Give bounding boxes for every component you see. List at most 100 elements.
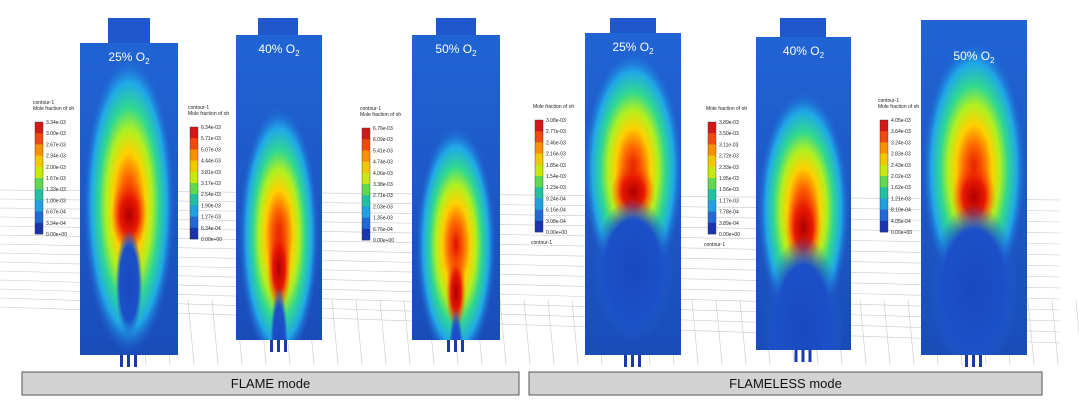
colorbar-segment (362, 128, 370, 140)
mesh-line (739, 299, 747, 366)
colorbar-segment (880, 209, 888, 222)
flame-hollow (115, 229, 143, 338)
colorbar-segment (880, 120, 888, 132)
colorbar-legend: Mole fraction of oh 3.08e-03 2.77e-03 2.46e… (531, 104, 574, 246)
flame-core (446, 254, 466, 330)
legend-footer: contour-1 (704, 242, 725, 248)
burner-top (436, 18, 476, 35)
colorbar-frame (534, 119, 544, 233)
colorbar-tick-label: 7.78e-04 (719, 210, 739, 216)
colorbar-segment (362, 195, 370, 207)
colorbar-tick-label: 1.85e-03 (546, 163, 566, 169)
mode-bar (21, 371, 520, 396)
colorbar-segment (535, 220, 543, 233)
injector (801, 350, 805, 362)
colorbar-tick-label: 9.24e-04 (546, 196, 566, 202)
legend-footer: contour-1 (531, 240, 552, 246)
panel-label: 50% O2 (953, 49, 995, 65)
colorbar-tick-label: 1.54e-03 (546, 174, 566, 180)
lower-zone (763, 236, 844, 350)
colorbar-tick-label: 1.56e-03 (719, 187, 739, 193)
colorbar-segment (35, 189, 43, 201)
colorbar-segment (708, 166, 716, 179)
panel-label: 50% O2 (435, 42, 477, 58)
injector (972, 355, 975, 367)
colorbar-segment (362, 217, 370, 230)
legend-header: contour-1 (360, 106, 381, 112)
mesh-line (355, 299, 363, 366)
colorbar-segment (190, 149, 198, 161)
flame (416, 125, 496, 340)
colorbar-tick-label: 3.00e-03 (46, 131, 66, 137)
flame-hollow (270, 285, 288, 340)
colorbar-segment (35, 133, 43, 145)
colorbar-tick-label: 3.24e-03 (891, 140, 911, 146)
colorbar-segment (190, 127, 198, 139)
flame-core (111, 179, 147, 251)
burner-top (258, 18, 298, 35)
colorbar-segment (535, 187, 543, 199)
colorbar-segment (535, 153, 543, 166)
colorbar-segment (362, 184, 370, 196)
mesh-line (1075, 299, 1079, 336)
colorbar-tick-label: 5.41e-03 (373, 148, 393, 154)
injector (284, 340, 287, 352)
legend-header: contour-1 (33, 100, 54, 106)
colorbar-segment (535, 164, 543, 177)
colorbar-tick-label: 2.03e-03 (373, 204, 393, 210)
mesh-line (883, 299, 891, 366)
lower-zone (929, 204, 1019, 355)
colorbar-tick-label: 2.02e-03 (891, 174, 911, 180)
colorbar-segment (708, 178, 716, 190)
colorbar-tick-label: 3.38e-03 (373, 182, 393, 188)
label-sub: 2 (649, 47, 654, 56)
colorbar-segment (190, 194, 198, 206)
mesh-line (1051, 299, 1059, 366)
injector (127, 355, 130, 367)
legend-header: Mole fraction of oh (360, 112, 401, 118)
colorbar-segment (35, 178, 43, 190)
colorbar-tick-label: 3.89e-04 (719, 221, 739, 227)
panel-label: 40% O2 (783, 44, 825, 60)
colorbar-tick-label: 1.00e-03 (46, 198, 66, 204)
label-text: 25% O (108, 50, 145, 64)
colorbar-tick-label: 1.67e-03 (46, 176, 66, 182)
colorbar-tick-label: 1.90e-03 (201, 203, 221, 209)
colorbar-tick-label: 2.83e-03 (891, 152, 911, 158)
colorbar-tick-label: 2.46e-03 (546, 140, 566, 146)
colorbar-segment (362, 172, 370, 185)
colorbar-segment (880, 176, 888, 188)
colorbar-segment (535, 176, 543, 188)
colorbar-segment (880, 187, 888, 199)
colorbar-tick-label: 0.00e+00 (719, 232, 740, 238)
colorbar-segment (35, 155, 43, 168)
label-text: 40% O (783, 44, 820, 58)
colorbar-tick-label: 3.64e-03 (891, 129, 911, 135)
colorbar-segment (535, 209, 543, 222)
colorbar-tick-label: 0.00e+00 (201, 237, 222, 243)
colorbar-tick-label: 4.05e-03 (891, 118, 911, 124)
lower-zone (592, 198, 674, 342)
flame (83, 55, 175, 355)
colorbar-segment (362, 150, 370, 162)
colorbar-tick-label: 3.08e-04 (546, 219, 566, 225)
colorbar-segment (708, 122, 716, 134)
flame (922, 40, 1026, 355)
colorbar-segment (535, 120, 543, 132)
colorbar-tick-label: 2.54e-03 (201, 192, 221, 198)
colorbar-tick-label: 2.43e-03 (891, 163, 911, 169)
colorbar-segment (362, 228, 370, 241)
panel-label: 25% O2 (108, 50, 150, 66)
mesh-line (715, 299, 723, 366)
colorbar-tick-label: 1.35e-03 (373, 216, 393, 222)
colorbar-tick-label: 1.33e-03 (46, 187, 66, 193)
mesh-line (571, 299, 579, 366)
colorbar-legend: Mole fraction of oh 3.89e-03 3.50e-03 3.11e… (704, 106, 747, 248)
colorbar-tick-label: 8.10e-04 (891, 208, 911, 214)
